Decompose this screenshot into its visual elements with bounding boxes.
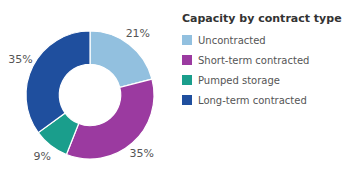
legend-label: Uncontracted <box>198 35 266 46</box>
legend: Capacity by contract type Uncontracted Sho… <box>182 12 342 106</box>
chart: 21% 35% 9% 35% Capacity by contract type Unco… <box>0 0 355 190</box>
legend-label: Pumped storage <box>198 75 280 86</box>
legend-label: Short-term contracted <box>198 55 309 66</box>
data-label: 35% <box>8 53 32 66</box>
slice <box>26 31 90 133</box>
data-label: 21% <box>126 27 150 40</box>
legend-swatch <box>182 55 192 65</box>
legend-swatch <box>182 75 192 85</box>
data-labels: 21% 35% 9% 35% <box>8 27 154 163</box>
legend-title: Capacity by contract type <box>182 12 342 25</box>
legend-label: Long-term contracted <box>198 95 307 106</box>
data-label: 35% <box>129 147 153 160</box>
legend-swatch <box>182 35 192 45</box>
slices <box>26 31 154 159</box>
legend-swatch <box>182 95 192 105</box>
data-label: 9% <box>33 150 50 163</box>
chart-container: 21% 35% 9% 35% Capacity by contract type Unco… <box>0 0 355 190</box>
